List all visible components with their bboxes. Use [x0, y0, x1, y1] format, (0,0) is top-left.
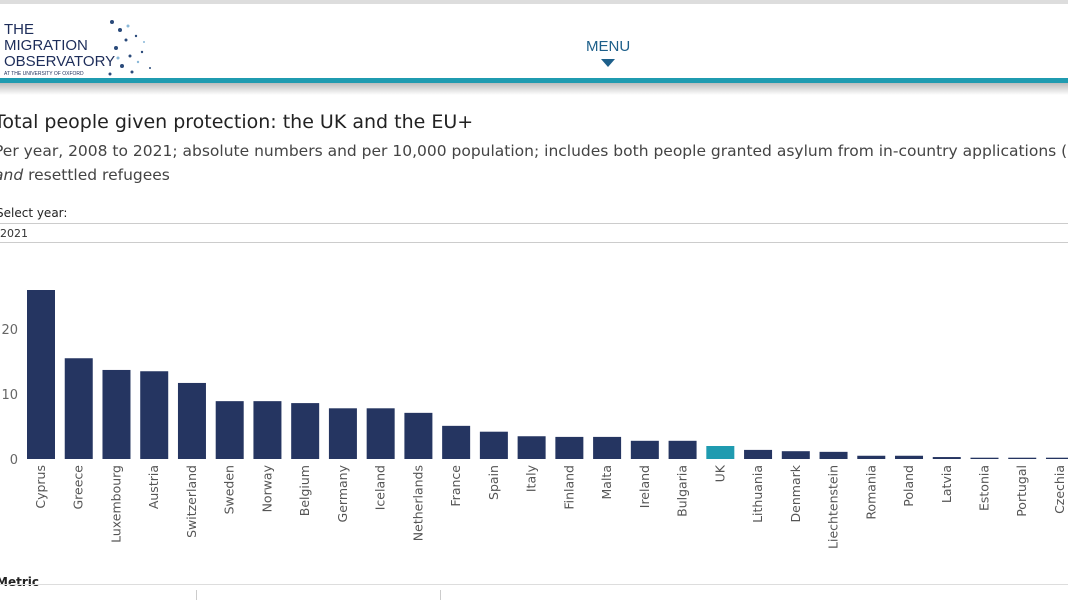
divider	[440, 590, 441, 600]
bar-romania[interactable]	[857, 455, 886, 459]
bar-iceland[interactable]	[366, 408, 395, 459]
x-tick-label: Luxembourg	[108, 465, 123, 543]
x-tick-label: Lithuania	[750, 465, 765, 523]
y-tick-label: 20	[1, 323, 18, 338]
bar-austria[interactable]	[140, 371, 169, 459]
bar-poland[interactable]	[895, 455, 924, 459]
subtitle-text: Per year, 2008 to 2021; absolute numbers…	[0, 142, 1068, 160]
y-tick-label: 0	[10, 453, 18, 468]
x-tick-label: Iceland	[373, 465, 388, 510]
bar-cyprus[interactable]	[27, 290, 55, 459]
x-tick-label: Netherlands	[410, 465, 425, 541]
chart-title: Total people given protection: the UK an…	[0, 111, 474, 133]
logo-text: THE MIGRATION OBSERVATORY AT THE UNIVERS…	[4, 22, 115, 78]
y-tick-label: 10	[1, 388, 18, 403]
x-tick-label: Bulgaria	[675, 465, 690, 517]
x-tick-label: UK	[712, 464, 727, 482]
x-tick-label: Cyprus	[33, 465, 48, 509]
bar-germany[interactable]	[328, 408, 357, 459]
bar-norway[interactable]	[253, 401, 282, 459]
divider	[196, 590, 197, 600]
x-tick-label: Spain	[486, 465, 501, 500]
x-tick-label: Liechtenstein	[826, 465, 841, 549]
bar-greece[interactable]	[64, 358, 93, 459]
bar-ireland[interactable]	[630, 440, 659, 459]
bar-uk[interactable]	[706, 446, 735, 459]
x-tick-label: Czechia	[1052, 465, 1067, 514]
menu-button[interactable]: MENU	[586, 38, 630, 67]
x-tick-label: Portugal	[1014, 465, 1029, 517]
caret-down-icon	[601, 59, 616, 67]
bar-czechia[interactable]	[1045, 457, 1068, 459]
bar-malta[interactable]	[593, 436, 622, 459]
metric-label: Metric	[0, 575, 39, 589]
x-tick-label: Norway	[259, 464, 274, 512]
logo-line: OBSERVATORY	[4, 53, 116, 70]
bar-luxembourg[interactable]	[102, 369, 131, 459]
x-tick-label: Romania	[863, 465, 878, 520]
logo-line: MIGRATION	[4, 37, 88, 54]
bar-estonia[interactable]	[970, 457, 999, 459]
subtitle-text-2: resettled refugees	[23, 166, 170, 184]
bar-portugal[interactable]	[1008, 457, 1037, 459]
year-filter-label: Select year:	[0, 206, 68, 220]
x-tick-label: Finland	[561, 465, 576, 510]
x-tick-label: Latvia	[939, 465, 954, 503]
bar-bulgaria[interactable]	[668, 440, 697, 459]
header-shadow	[0, 83, 1068, 95]
bar-finland[interactable]	[555, 436, 584, 459]
x-tick-label: Poland	[901, 465, 916, 507]
bar-liechtenstein[interactable]	[819, 451, 848, 459]
x-tick-label: Ireland	[637, 465, 652, 508]
bar-switzerland[interactable]	[177, 382, 206, 459]
bar-latvia[interactable]	[932, 457, 961, 459]
x-tick-label: Germany	[335, 464, 350, 522]
bar-italy[interactable]	[517, 436, 546, 459]
divider	[0, 584, 1068, 585]
migration-observatory-logo[interactable]: THE MIGRATION OBSERVATORY AT THE UNIVERS…	[2, 12, 162, 82]
x-tick-label: Estonia	[977, 465, 992, 511]
bar-lithuania[interactable]	[744, 449, 773, 459]
x-tick-label: Switzerland	[184, 465, 199, 538]
year-select-value: 2021	[0, 227, 28, 240]
bar-sweden[interactable]	[215, 401, 244, 459]
logo-line: THE	[4, 21, 34, 38]
header-accent-bar	[0, 78, 1068, 83]
bar-spain[interactable]	[479, 431, 508, 459]
x-tick-label: Malta	[599, 465, 614, 499]
x-tick-label: France	[448, 465, 463, 507]
x-tick-label: Denmark	[788, 464, 803, 522]
bar-france[interactable]	[442, 425, 471, 459]
x-tick-label: Greece	[71, 465, 86, 510]
logo-dots-graphic	[108, 20, 151, 76]
year-select[interactable]: 2021	[0, 223, 1068, 243]
x-tick-label: Italy	[524, 464, 539, 492]
bar-denmark[interactable]	[781, 451, 810, 459]
bar-netherlands[interactable]	[404, 412, 433, 459]
subtitle-italic: and	[0, 166, 24, 184]
bar-belgium[interactable]	[291, 403, 320, 459]
chart-subtitle: Per year, 2008 to 2021; absolute numbers…	[0, 139, 1068, 187]
x-tick-label: Austria	[146, 465, 161, 509]
x-tick-label: Sweden	[222, 465, 237, 514]
logo-subtitle: AT THE UNIVERSITY OF OXFORD	[4, 71, 84, 77]
x-tick-label: Belgium	[297, 465, 312, 516]
site-header: THE MIGRATION OBSERVATORY AT THE UNIVERS…	[0, 0, 1068, 80]
menu-label: MENU	[586, 38, 631, 55]
